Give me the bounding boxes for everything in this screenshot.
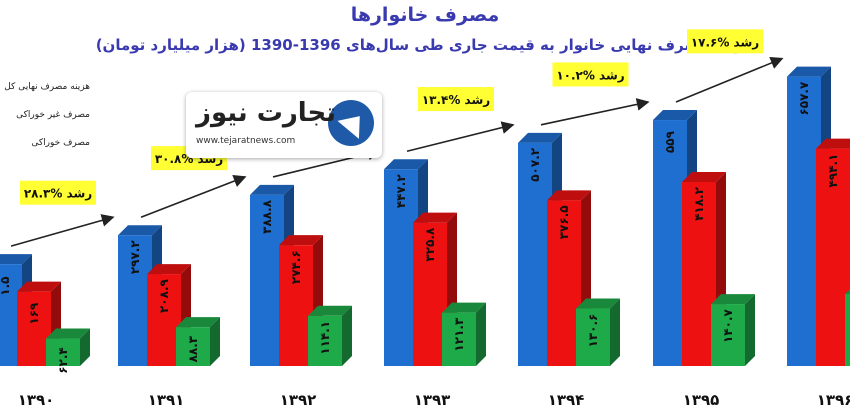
data-label: ۱۶۹ <box>27 302 41 325</box>
data-label: ۳۲۵.۸ <box>423 227 437 262</box>
logo-url: www.tejaratnews.com <box>196 136 296 146</box>
tejaratnews-logo: تجارت نیوز www.tejaratnews.com <box>186 92 382 158</box>
data-label: ۳۸۸.۸ <box>260 199 274 234</box>
data-label: ۲۷۴.۶ <box>289 250 303 284</box>
bar-top <box>413 212 457 223</box>
bar-total <box>118 235 152 366</box>
bar-total <box>384 169 418 366</box>
bar-food <box>576 308 610 366</box>
growth-label: رشد %۱۳.۴ <box>422 93 490 107</box>
data-label: ۱۴۰.۷ <box>721 308 735 343</box>
bar-total <box>787 76 821 366</box>
data-label: ۲۰۸.۹ <box>157 278 171 313</box>
growth-arrow <box>10 214 115 247</box>
logo-mark-icon <box>328 100 374 146</box>
bar-top <box>682 171 726 182</box>
bar-side <box>342 305 352 366</box>
bar-total <box>0 264 22 366</box>
growth-arrow <box>675 56 784 103</box>
bar-top <box>787 66 831 77</box>
bar-top <box>17 281 61 292</box>
legend-item-food: مصرف خوراکی <box>31 138 90 148</box>
x-tick-label: ۱۳۹۴ <box>548 391 585 409</box>
growth-arrow <box>140 175 247 218</box>
bar-food <box>711 304 745 366</box>
bar-top <box>250 184 294 195</box>
legend-item-nonfood: مصرف غیر خوراکی <box>16 110 90 120</box>
bar-total <box>518 142 552 366</box>
bar-food <box>308 315 342 366</box>
x-tick-label: ۱۳۹۶ <box>817 391 850 409</box>
data-label: ۶۲.۴ <box>56 347 70 374</box>
bar-nonfood <box>816 148 850 366</box>
growth-arrow <box>540 98 650 126</box>
bar-top <box>547 190 591 201</box>
bar-top <box>442 302 486 313</box>
x-tick-label: ۱۳۹۳ <box>414 391 451 409</box>
data-label: ۱.۵ <box>0 277 12 296</box>
legend-item-total: هزینه مصرف نهایی کل <box>4 82 90 92</box>
growth-box <box>418 87 494 112</box>
data-label: ۴۹۴.۱ <box>826 154 840 188</box>
bar-top <box>176 317 220 328</box>
bar-food <box>176 327 210 366</box>
bar-top <box>653 110 697 121</box>
bar-top <box>46 328 90 339</box>
bar-side <box>210 317 220 366</box>
data-label: ۶۵۷.۷ <box>797 81 811 116</box>
growth-label: رشد %۲۸.۳ <box>24 187 92 201</box>
bar-nonfood <box>279 245 313 366</box>
growth-arrow <box>406 121 515 153</box>
x-tick-label: ۱۳۹۱ <box>148 391 185 409</box>
data-label: ۱۳۰.۶ <box>586 314 600 348</box>
growth-box <box>687 29 763 54</box>
bar-top <box>147 264 191 275</box>
growth-label: رشد %۱۰.۲ <box>556 68 624 82</box>
x-tick-label: ۱۳۹۰ <box>18 391 55 409</box>
bar-nonfood <box>17 291 51 366</box>
bar-nonfood <box>413 222 447 366</box>
bar-side <box>610 298 620 366</box>
logo-text: تجارت نیوز <box>196 98 337 128</box>
data-label: ۱۲۱.۳ <box>452 317 466 352</box>
bar-side <box>745 294 755 366</box>
bar-top <box>0 254 32 265</box>
data-label: ۸۸.۳ <box>186 335 200 362</box>
bar-total <box>250 194 284 366</box>
bar-total <box>653 120 687 366</box>
growth-box <box>20 180 96 205</box>
bar-top <box>118 225 162 236</box>
bar-top <box>576 298 620 309</box>
x-tick-label: ۱۳۹۵ <box>683 391 720 409</box>
data-label: ۵۰۷.۲ <box>528 147 542 182</box>
data-label: ۵۵۹ <box>663 130 677 153</box>
bar-top <box>518 132 562 143</box>
data-label: ۱۱۴.۱ <box>318 321 332 355</box>
x-tick-label: ۱۳۹۲ <box>280 391 317 409</box>
bar-top <box>816 138 850 149</box>
bar-side <box>476 302 486 366</box>
bar-top <box>308 305 352 316</box>
bar-nonfood <box>147 274 181 366</box>
bar-food <box>46 338 80 366</box>
chart-title: مصرف خانوارها <box>350 4 500 26</box>
chart-subtitle: هزینه مصرف نهایی خانوار به قیمت جاری طی … <box>95 36 755 54</box>
data-label: ۲۹۷.۲ <box>128 240 142 275</box>
data-label: ۴۴۷.۲ <box>394 174 408 209</box>
legend: هزینه مصرف نهایی کل مصرف غیر خوراکی مصرف… <box>0 80 90 164</box>
data-label: ۴۱۸.۲ <box>692 186 706 221</box>
bar-top <box>384 159 428 170</box>
bar-side <box>80 328 90 366</box>
growth-label: رشد %۱۷.۶ <box>691 35 759 49</box>
bar-food <box>845 294 850 366</box>
bar-top <box>845 289 850 295</box>
growth-box <box>552 62 629 87</box>
data-label: ۳۷۶.۵ <box>557 205 571 239</box>
bar-food <box>442 312 476 366</box>
bar-top <box>711 294 755 305</box>
bar-nonfood <box>682 181 716 366</box>
bar-top <box>279 235 323 246</box>
bar-nonfood <box>547 200 581 366</box>
